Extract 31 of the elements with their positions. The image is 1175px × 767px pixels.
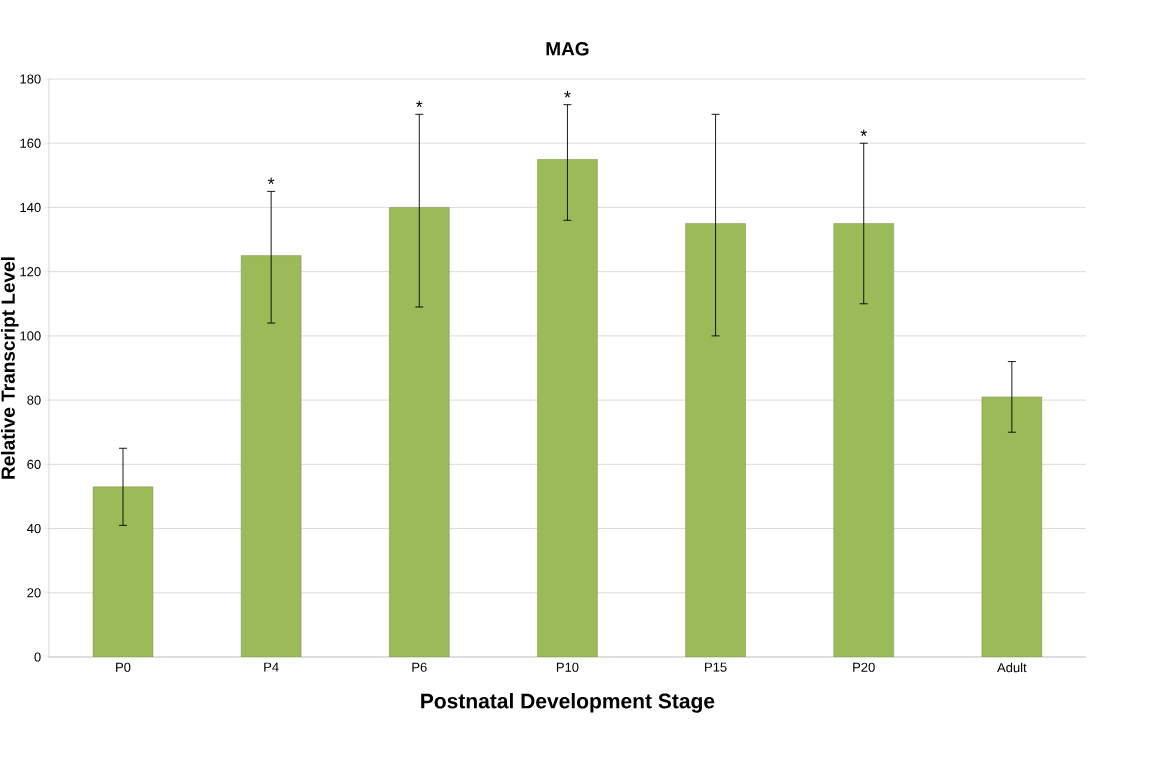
annotation: * (564, 91, 571, 98)
y-axis-title: Relative Transcript Level (0, 257, 19, 479)
annotation: * (416, 100, 423, 108)
chart-title: MAG (546, 42, 589, 56)
x-tick-label: P15 (705, 662, 727, 672)
y-tick-label: 80 (27, 395, 41, 405)
y-tick-label: 120 (20, 267, 41, 277)
bar (833, 223, 894, 657)
x-tick-label: P10 (556, 662, 579, 672)
bar (537, 159, 598, 657)
annotation: * (267, 177, 275, 185)
y-tick-label: 40 (26, 523, 41, 534)
bar (92, 486, 154, 657)
x-tick-label: P0 (116, 662, 131, 672)
y-tick-label: 180 (20, 74, 41, 84)
x-tick-label: P20 (853, 662, 875, 672)
y-tick-label: 60 (27, 459, 41, 469)
bar (685, 223, 746, 657)
y-tick-label: 20 (27, 588, 41, 598)
x-tick-label: P6 (412, 662, 427, 672)
bar (240, 255, 302, 657)
y-tick-label: 0 (34, 652, 41, 662)
y-tick-label: 140 (20, 202, 41, 213)
annotation: * (860, 129, 867, 136)
x-tick-label: Adult (997, 662, 1027, 673)
y-tick-label: 160 (20, 138, 41, 148)
bar (389, 207, 450, 657)
y-tick-label: 100 (20, 331, 41, 341)
x-tick-label: P4 (264, 662, 279, 672)
bar (981, 396, 1043, 657)
x-axis-title: Postnatal Development Stage (421, 693, 715, 713)
